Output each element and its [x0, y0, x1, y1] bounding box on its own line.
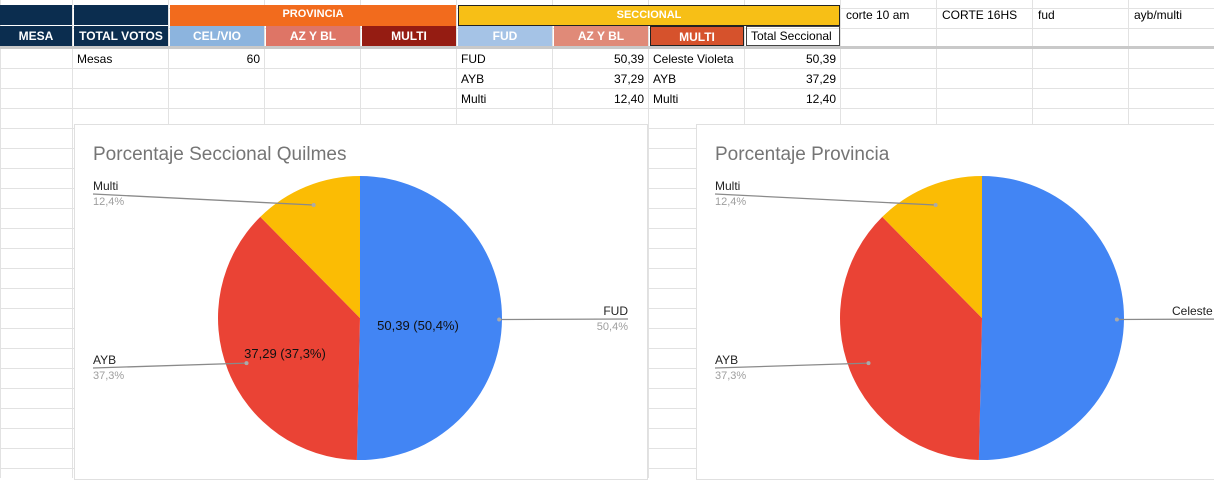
pie-1-leader-2: [93, 194, 314, 205]
pie-1-leader-dot-1: [245, 361, 249, 365]
cell-secc-name-2[interactable]: AYB: [457, 69, 552, 89]
cell-total-value-1[interactable]: 50,39: [745, 49, 840, 69]
header-total-votos[interactable]: TOTAL VOTOS: [74, 26, 168, 46]
pie-1-pct-2: 12,4%: [93, 196, 124, 208]
header-prov-celvio[interactable]: CEL/VIO: [170, 26, 264, 46]
header-secc-azybl[interactable]: AZ Y BL: [554, 26, 648, 46]
header-total-seccional[interactable]: Total Seccional: [746, 26, 840, 46]
note-fud[interactable]: fud: [1034, 5, 1128, 25]
pie-1-label-0: FUD: [603, 304, 628, 318]
pie-1-pct-0: 50,4%: [597, 321, 628, 333]
pie-2-leader-dot-0: [1115, 317, 1119, 321]
pie-1-leader-dot-2: [312, 203, 316, 207]
header-prov-azybl[interactable]: AZ Y BL: [266, 26, 360, 46]
pie-1-leader-dot-0: [497, 318, 501, 322]
cell-secc-value-2[interactable]: 37,29: [553, 69, 648, 89]
cell-total-value-3[interactable]: 12,40: [745, 89, 840, 109]
header-total-top[interactable]: [74, 5, 168, 25]
pie-2-pct-1: 37,3%: [715, 370, 746, 382]
pie-2-leader-2: [715, 194, 936, 205]
cell-secc-name-3[interactable]: Multi: [457, 89, 552, 109]
pie-chart-seccional: FUD 50,4% 50,39 (50,4%) AYB 37,3% 37,29 (37,3…: [75, 125, 649, 481]
header-prov-multi[interactable]: MULTI: [362, 26, 456, 46]
cell-secc-value-3[interactable]: 12,40: [553, 89, 648, 109]
header-seccional[interactable]: SECCIONAL: [458, 5, 840, 26]
pie-2-pct-2: 12,4%: [715, 196, 746, 208]
chart-provincia[interactable]: Porcentaje Provincia Celeste VAYB37,3%Mu…: [696, 124, 1214, 480]
pie-chart-provincia: Celeste V AYB 37,3% Multi 12,4%: [697, 125, 1214, 481]
note-corte-16hs[interactable]: CORTE 16HS: [938, 5, 1032, 25]
pie-2-label-1: AYB: [715, 353, 738, 367]
header-mesa[interactable]: MESA: [0, 26, 72, 46]
cell-total-value-2[interactable]: 37,29: [745, 69, 840, 89]
cell-mesas-value[interactable]: 60: [169, 49, 264, 69]
pie-1-leader-0: [499, 319, 628, 320]
pie-2-slice-celeste-v: [979, 176, 1124, 460]
note-corte-10am[interactable]: corte 10 am: [842, 5, 936, 25]
pie-2-label-0: Celeste V: [1172, 304, 1214, 318]
header-provincia[interactable]: PROVINCIA: [170, 5, 456, 26]
cell-total-name-3[interactable]: Multi: [649, 89, 744, 109]
pie-1-label-2: Multi: [93, 179, 118, 193]
cell-secc-value-1[interactable]: 50,39: [553, 49, 648, 69]
cell-secc-name-1[interactable]: FUD: [457, 49, 552, 69]
cell-total-name-2[interactable]: AYB: [649, 69, 744, 89]
pie-2-leader-dot-2: [934, 203, 938, 207]
note-ayb-multi[interactable]: ayb/multi: [1130, 5, 1214, 25]
header-secc-multi[interactable]: MULTI: [650, 26, 744, 46]
header-secc-fud[interactable]: FUD: [458, 26, 552, 46]
pie-1-inner-0: 50,39 (50,4%): [377, 318, 459, 333]
header-mesa-top[interactable]: [0, 5, 72, 25]
pie-1-label-1: AYB: [93, 353, 116, 367]
cell-mesas-label[interactable]: Mesas: [73, 49, 168, 69]
pie-2-leader-dot-1: [867, 361, 871, 365]
pie-1-inner-1: 37,29 (37,3%): [244, 346, 326, 361]
cell-total-name-1[interactable]: Celeste Violeta: [649, 49, 744, 69]
pie-2-label-2: Multi: [715, 179, 740, 193]
pie-1-pct-1: 37,3%: [93, 370, 124, 382]
